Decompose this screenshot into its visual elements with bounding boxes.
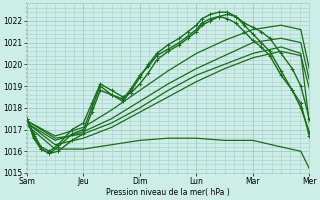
X-axis label: Pression niveau de la mer( hPa ): Pression niveau de la mer( hPa ) xyxy=(106,188,230,197)
